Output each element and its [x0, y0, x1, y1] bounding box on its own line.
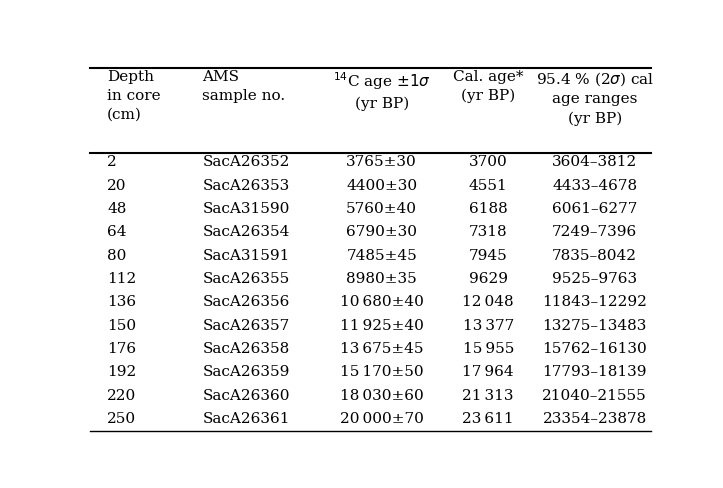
Text: 21 313: 21 313	[463, 388, 514, 403]
Text: 176: 176	[107, 342, 137, 356]
Text: SacA26356: SacA26356	[202, 295, 290, 309]
Text: 6790±30: 6790±30	[346, 225, 417, 239]
Text: 64: 64	[107, 225, 127, 239]
Text: 15762–16130: 15762–16130	[542, 342, 647, 356]
Text: 3604–3812: 3604–3812	[552, 155, 637, 169]
Text: 17793–18139: 17793–18139	[542, 365, 647, 379]
Text: 23 611: 23 611	[463, 412, 514, 426]
Text: 192: 192	[107, 365, 137, 379]
Text: 8980±35: 8980±35	[346, 272, 417, 286]
Text: 5760±40: 5760±40	[346, 202, 417, 216]
Text: SacA26353: SacA26353	[202, 179, 290, 193]
Text: 3765±30: 3765±30	[346, 155, 417, 169]
Text: 2: 2	[107, 155, 117, 169]
Text: 11 925±40: 11 925±40	[340, 319, 424, 333]
Text: 20 000±70: 20 000±70	[340, 412, 424, 426]
Text: 6188: 6188	[469, 202, 508, 216]
Text: SacA26360: SacA26360	[202, 388, 290, 403]
Text: 9629: 9629	[469, 272, 508, 286]
Text: 7485±45: 7485±45	[346, 248, 417, 263]
Text: 136: 136	[107, 295, 137, 309]
Text: 11843–12292: 11843–12292	[542, 295, 647, 309]
Text: SacA26355: SacA26355	[202, 272, 290, 286]
Text: 48: 48	[107, 202, 127, 216]
Text: 13275–13483: 13275–13483	[542, 319, 647, 333]
Text: SacA26358: SacA26358	[202, 342, 290, 356]
Text: SacA26359: SacA26359	[202, 365, 290, 379]
Text: 13 377: 13 377	[463, 319, 514, 333]
Text: 80: 80	[107, 248, 127, 263]
Text: 15 170±50: 15 170±50	[340, 365, 424, 379]
Text: 220: 220	[107, 388, 137, 403]
Text: 23354–23878: 23354–23878	[542, 412, 647, 426]
Text: 17 964: 17 964	[463, 365, 514, 379]
Text: $^{14}$C age $\pm1\sigma$
(yr BP): $^{14}$C age $\pm1\sigma$ (yr BP)	[333, 70, 431, 111]
Text: 7318: 7318	[469, 225, 508, 239]
Text: 95.4 % (2$\sigma$) cal
age ranges
(yr BP): 95.4 % (2$\sigma$) cal age ranges (yr BP…	[536, 70, 654, 126]
Text: 7835–8042: 7835–8042	[552, 248, 637, 263]
Text: 3700: 3700	[469, 155, 508, 169]
Text: Depth
in core
(cm): Depth in core (cm)	[107, 70, 161, 122]
Text: 112: 112	[107, 272, 137, 286]
Text: 21040–21555: 21040–21555	[542, 388, 647, 403]
Text: 9525–9763: 9525–9763	[552, 272, 637, 286]
Text: 13 675±45: 13 675±45	[340, 342, 424, 356]
Text: 18 030±60: 18 030±60	[340, 388, 424, 403]
Text: 7945: 7945	[469, 248, 508, 263]
Text: SacA26352: SacA26352	[202, 155, 290, 169]
Text: SacA31591: SacA31591	[202, 248, 290, 263]
Text: 4400±30: 4400±30	[346, 179, 417, 193]
Text: 250: 250	[107, 412, 137, 426]
Text: SacA26361: SacA26361	[202, 412, 290, 426]
Text: SacA26357: SacA26357	[202, 319, 290, 333]
Text: 4433–4678: 4433–4678	[552, 179, 637, 193]
Text: 4551: 4551	[469, 179, 508, 193]
Text: SacA31590: SacA31590	[202, 202, 290, 216]
Text: 6061–6277: 6061–6277	[552, 202, 638, 216]
Text: 20: 20	[107, 179, 127, 193]
Text: 150: 150	[107, 319, 137, 333]
Text: 15 955: 15 955	[463, 342, 514, 356]
Text: 12 048: 12 048	[463, 295, 514, 309]
Text: 10 680±40: 10 680±40	[340, 295, 424, 309]
Text: Cal. age*
(yr BP): Cal. age* (yr BP)	[453, 70, 523, 103]
Text: SacA26354: SacA26354	[202, 225, 290, 239]
Text: AMS
sample no.: AMS sample no.	[202, 70, 286, 103]
Text: 7249–7396: 7249–7396	[552, 225, 637, 239]
